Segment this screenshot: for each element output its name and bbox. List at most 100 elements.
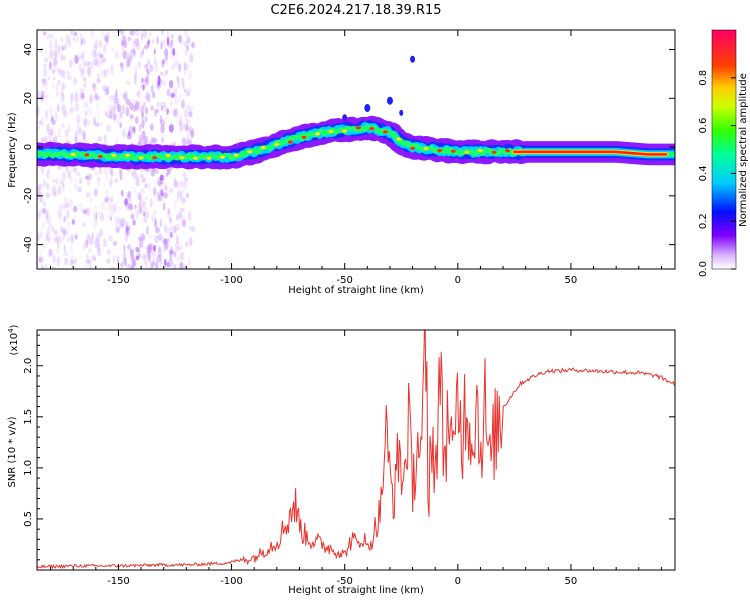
speckle-mark	[86, 233, 91, 239]
speckle-mark	[169, 232, 173, 238]
speckle-mark	[61, 45, 65, 51]
speckle-mark	[95, 95, 101, 101]
trace-hotspot	[328, 130, 334, 134]
trace-hotspot	[369, 127, 375, 131]
speckle-mark	[166, 37, 170, 47]
speckle-mark	[170, 64, 176, 71]
speckle-mark	[109, 109, 113, 119]
trace-hotspot	[125, 153, 130, 157]
speckle-mark	[63, 229, 69, 236]
speckle-mark	[161, 61, 165, 68]
speckle-mark	[113, 115, 116, 124]
snr-multiplier-text: (x10	[9, 333, 20, 356]
spectrogram-frame	[36, 29, 676, 270]
speckle-mark	[38, 194, 42, 204]
speckle-mark	[170, 92, 175, 98]
speckle-mark	[51, 69, 56, 74]
speckle-mark	[149, 123, 154, 131]
speckle-mark	[70, 96, 73, 106]
speckle-mark	[176, 237, 180, 245]
speckle-mark	[169, 245, 173, 255]
speckle-mark	[163, 224, 167, 232]
speckle-mark	[154, 218, 157, 228]
speckle-mark	[48, 63, 54, 68]
speckle-mark	[111, 104, 116, 110]
speckle-mark	[135, 176, 140, 187]
speckle-mark	[103, 88, 109, 96]
speckle-mark	[128, 203, 134, 211]
speckle-mark	[184, 124, 189, 132]
speckle-mark	[70, 92, 74, 101]
speckle-mark	[163, 39, 167, 48]
speckle-mark	[128, 56, 133, 62]
trace-hotspot	[287, 140, 293, 144]
speckle-mark	[130, 265, 134, 269]
colorbar-tick-label: 0.2	[698, 213, 709, 229]
speckle-mark	[143, 216, 148, 223]
speckle-mark	[127, 130, 131, 136]
speckle-mark	[174, 111, 177, 118]
snr-x-tick-label: -100	[220, 576, 243, 587]
trace-hotspot	[477, 148, 483, 153]
speckle-mark	[148, 254, 152, 264]
speckle-mark	[153, 48, 156, 55]
speckle-mark	[185, 193, 189, 198]
speckle-mark	[128, 55, 133, 64]
spectrogram-xlabel: Height of straight line (km)	[288, 285, 424, 296]
speckle-mark	[112, 203, 117, 214]
trace-hotspot	[491, 150, 497, 154]
speckle-mark	[130, 48, 135, 54]
speckle-mark	[141, 77, 144, 84]
speckle-mark	[74, 136, 78, 144]
speckle-mark	[115, 89, 118, 98]
speckle-mark	[118, 218, 122, 228]
speckle-mark	[159, 256, 163, 267]
speckle-mark	[46, 208, 50, 216]
speckle-mark	[104, 35, 109, 42]
speckle-mark	[74, 93, 79, 103]
speckle-mark	[70, 175, 73, 185]
speckle-mark	[132, 219, 136, 226]
speckle-mark	[151, 39, 155, 44]
speckle-mark	[106, 36, 109, 47]
speckle-mark	[168, 40, 174, 49]
speckle-mark	[86, 236, 91, 245]
speckle-mark	[61, 54, 67, 61]
speckle-mark	[187, 85, 192, 93]
speckle-mark	[41, 79, 44, 85]
speckle-mark	[168, 124, 174, 133]
y-tick-label: -20	[23, 188, 34, 204]
speckle-mark	[87, 60, 91, 66]
speckle-mark	[89, 94, 94, 104]
speckle-mark	[43, 201, 47, 207]
speckle-mark	[181, 82, 185, 90]
speckle-mark	[105, 240, 108, 247]
speckle-mark	[82, 101, 87, 109]
speckle-mark	[121, 129, 127, 137]
trace-hotspot	[111, 153, 117, 157]
speckle-mark	[145, 225, 149, 230]
speckle-mark	[39, 47, 43, 53]
trace-hotspot	[97, 154, 103, 159]
speckle-mark	[130, 49, 135, 58]
speckle-mark	[129, 114, 134, 120]
speckle-mark	[179, 116, 182, 126]
speckle-mark	[144, 207, 148, 212]
speckle-mark	[169, 225, 174, 234]
speckle-mark	[108, 235, 113, 242]
speckle-mark	[61, 171, 66, 181]
speckle-mark	[82, 243, 86, 251]
speckle-mark	[110, 266, 115, 269]
speckle-mark	[141, 112, 144, 119]
trace-hotspot	[84, 153, 90, 157]
speckle-mark	[93, 256, 97, 262]
speckle-mark	[154, 63, 159, 73]
speckle-mark	[176, 76, 180, 83]
speckle-mark	[119, 62, 124, 67]
speckle-mark	[131, 98, 135, 106]
speckle-mark	[121, 189, 124, 198]
x-tick-label: 0	[455, 275, 461, 286]
speckle-mark	[185, 241, 189, 249]
speckle-mark	[80, 37, 86, 45]
speckle-mark	[97, 177, 101, 182]
